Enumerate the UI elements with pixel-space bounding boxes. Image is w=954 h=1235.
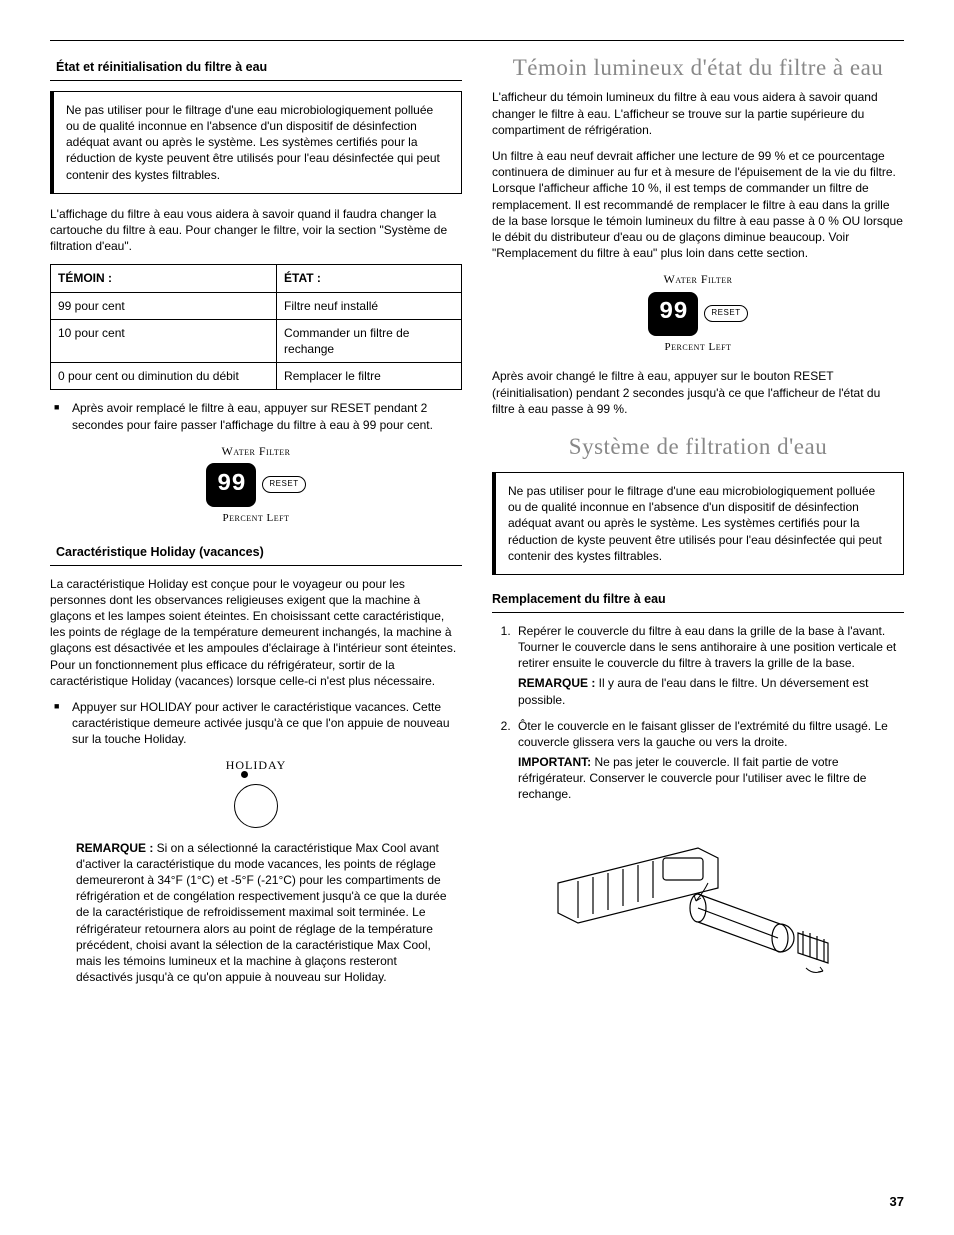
fig-label-water-filter: Water Filter	[50, 443, 462, 459]
heading-systeme-filtration: Système de filtration d'eau	[492, 431, 904, 462]
para-r1: L'afficheur du témoin lumineux du filtre…	[492, 89, 904, 138]
water-filter-display-r: 99 RESET	[648, 292, 747, 336]
para-holiday-desc: La caractéristique Holiday est conçue po…	[50, 576, 462, 689]
step-1-text: Repérer le couvercle du filtre à eau dan…	[518, 624, 896, 670]
subhead-holiday: Caractéristique Holiday (vacances)	[50, 540, 462, 566]
bullet-list-reset: Après avoir remplacé le filtre à eau, ap…	[50, 400, 462, 432]
subhead-filter-status: État et réinitialisation du filtre à eau	[50, 55, 462, 81]
page-number: 37	[890, 1193, 904, 1211]
water-filter-display: 99 RESET	[206, 463, 305, 507]
warning-box-left: Ne pas utiliser pour le filtrage d'une e…	[50, 91, 462, 194]
bullet-holiday: Appuyer sur HOLIDAY pour activer le cara…	[50, 699, 462, 748]
holiday-indicator-dot	[241, 771, 248, 778]
replacement-steps: Repérer le couvercle du filtre à eau dan…	[492, 623, 904, 803]
bullet-list-holiday: Appuyer sur HOLIDAY pour activer le cara…	[50, 699, 462, 748]
cell: Filtre neuf installé	[277, 292, 462, 319]
fig-label-percent-left-r: Percent Left	[492, 340, 904, 355]
step-2: Ôter le couvercle en le faisant glisser …	[514, 718, 904, 803]
figure-holiday: HOLIDAY	[50, 757, 462, 827]
para-r2: Un filtre à eau neuf devrait afficher un…	[492, 148, 904, 261]
remarque-block: REMARQUE : Si on a sélectionné la caract…	[50, 840, 462, 986]
status-table: TÉMOIN : ÉTAT : 99 pour cent Filtre neuf…	[50, 264, 462, 390]
cell: 10 pour cent	[51, 319, 277, 362]
cell: 0 pour cent ou diminution du débit	[51, 363, 277, 390]
warning-text-right: Ne pas utiliser pour le filtrage d'une e…	[508, 484, 882, 563]
filter-percent-screen: 99	[206, 463, 256, 507]
warning-box-right: Ne pas utiliser pour le filtrage d'une e…	[492, 472, 904, 575]
table-row: 0 pour cent ou diminution du débit Rempl…	[51, 363, 462, 390]
th-temoin: TÉMOIN :	[51, 265, 277, 292]
remarque-label: REMARQUE :	[76, 841, 153, 855]
warning-text-left: Ne pas utiliser pour le filtrage d'une e…	[66, 103, 440, 182]
step-2-text: Ôter le couvercle en le faisant glisser …	[518, 719, 888, 749]
reset-button-icon: RESET	[262, 476, 305, 493]
heading-temoin-lumineux: Témoin lumineux d'état du filtre à eau	[492, 55, 904, 81]
th-etat: ÉTAT :	[277, 265, 462, 292]
reset-button-icon-r: RESET	[704, 305, 747, 322]
filter-percent-screen-r: 99	[648, 292, 698, 336]
top-rule	[50, 40, 904, 41]
subhead-remplacement: Remplacement du filtre à eau	[492, 587, 904, 613]
para-filter-display: L'affichage du filtre à eau vous aidera …	[50, 206, 462, 255]
table-row: 99 pour cent Filtre neuf installé	[51, 292, 462, 319]
step-1: Repérer le couvercle du filtre à eau dan…	[514, 623, 904, 708]
bullet-reset: Après avoir remplacé le filtre à eau, ap…	[50, 400, 462, 432]
figure-water-filter-right: Water Filter 99 RESET Percent Left	[492, 271, 904, 354]
step-1-remarque: REMARQUE : Il y aura de l'eau dans le fi…	[518, 675, 904, 707]
cell: Commander un filtre de rechange	[277, 319, 462, 362]
fig-label-water-filter-r: Water Filter	[492, 271, 904, 287]
left-column: État et réinitialisation du filtre à eau…	[50, 55, 462, 995]
step-1-remarque-label: REMARQUE :	[518, 676, 595, 690]
para-r3: Après avoir changé le filtre à eau, appu…	[492, 368, 904, 417]
right-column: Témoin lumineux d'état du filtre à eau L…	[492, 55, 904, 995]
cell: Remplacer le filtre	[277, 363, 462, 390]
holiday-button-icon	[234, 784, 278, 828]
step-2-important-label: IMPORTANT:	[518, 755, 591, 769]
figure-water-filter-left: Water Filter 99 RESET Percent Left	[50, 443, 462, 526]
holiday-label: HOLIDAY	[50, 757, 462, 773]
page-columns: État et réinitialisation du filtre à eau…	[50, 55, 904, 995]
filter-diagram-icon	[548, 813, 848, 993]
fig-label-percent-left: Percent Left	[50, 511, 462, 526]
step-2-important: IMPORTANT: Ne pas jeter le couvercle. Il…	[518, 754, 904, 803]
table-row: 10 pour cent Commander un filtre de rech…	[51, 319, 462, 362]
remarque-para: REMARQUE : Si on a sélectionné la caract…	[76, 840, 452, 986]
remarque-text: Si on a sélectionné la caractéristique M…	[76, 841, 447, 985]
cell: 99 pour cent	[51, 292, 277, 319]
